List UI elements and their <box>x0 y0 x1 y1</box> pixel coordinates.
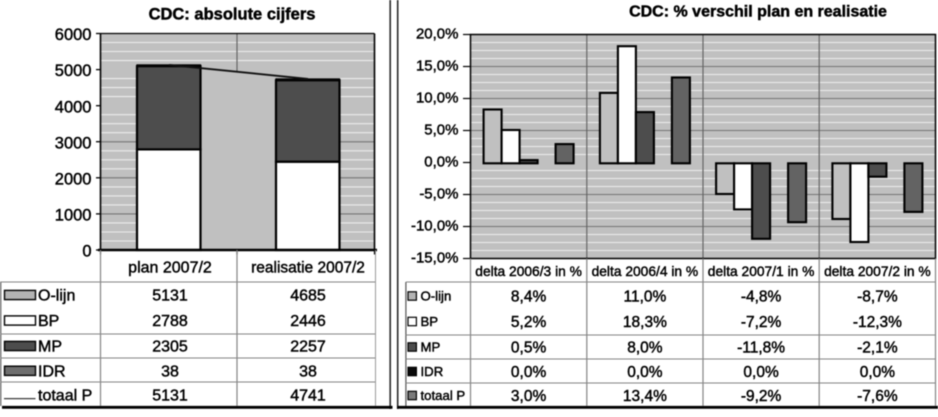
svg-text:MP: MP <box>421 340 441 355</box>
svg-text:O-lijn: O-lijn <box>38 288 75 305</box>
svg-text:-15,0%: -15,0% <box>411 249 459 266</box>
svg-text:plan 2007/2: plan 2007/2 <box>128 260 212 277</box>
svg-text:20,0%: 20,0% <box>416 25 459 42</box>
svg-text:8,0%: 8,0% <box>627 339 663 356</box>
svg-text:5,2%: 5,2% <box>511 314 547 331</box>
svg-text:BP: BP <box>421 314 439 329</box>
svg-text:5,0%: 5,0% <box>424 121 458 138</box>
svg-text:0,0%: 0,0% <box>743 364 779 381</box>
svg-text:4741: 4741 <box>290 387 326 404</box>
svg-text:0,5%: 0,5% <box>511 339 547 356</box>
svg-text:totaal P: totaal P <box>421 388 466 403</box>
svg-text:5000: 5000 <box>55 62 92 80</box>
svg-text:38: 38 <box>299 363 317 380</box>
svg-text:MP: MP <box>38 339 62 356</box>
svg-text:2000: 2000 <box>55 170 92 188</box>
svg-text:IDR: IDR <box>421 364 444 379</box>
svg-text:2446: 2446 <box>290 313 326 330</box>
svg-text:O-lijn: O-lijn <box>421 289 452 304</box>
svg-text:totaal P: totaal P <box>38 387 92 404</box>
svg-text:realisatie 2007/2: realisatie 2007/2 <box>251 260 365 277</box>
svg-text:-8,7%: -8,7% <box>857 288 898 305</box>
svg-text:CDC: % verschil plan en realis: CDC: % verschil plan en realisatie <box>629 4 887 21</box>
svg-text:0,0%: 0,0% <box>424 153 458 170</box>
svg-text:15,0%: 15,0% <box>416 57 459 74</box>
svg-text:delta 2006/4 in %: delta 2006/4 in % <box>592 264 699 279</box>
svg-text:BP: BP <box>38 313 59 330</box>
svg-text:4000: 4000 <box>55 98 92 116</box>
svg-text:13,4%: 13,4% <box>623 388 667 405</box>
svg-text:0: 0 <box>82 243 91 261</box>
svg-text:6000: 6000 <box>55 26 92 44</box>
svg-text:18,3%: 18,3% <box>623 314 667 331</box>
svg-text:1000: 1000 <box>55 207 92 225</box>
svg-text:5131: 5131 <box>152 288 188 305</box>
svg-text:IDR: IDR <box>38 363 66 380</box>
svg-text:8,4%: 8,4% <box>511 288 547 305</box>
svg-text:4685: 4685 <box>290 288 326 305</box>
svg-text:-11,8%: -11,8% <box>737 339 785 356</box>
svg-text:3000: 3000 <box>55 134 92 152</box>
svg-text:38: 38 <box>161 363 179 380</box>
svg-text:-7,6%: -7,6% <box>857 388 898 405</box>
svg-text:-10,0%: -10,0% <box>411 217 459 234</box>
svg-text:3,0%: 3,0% <box>511 388 547 405</box>
svg-text:10,0%: 10,0% <box>416 89 459 106</box>
svg-text:-9,2%: -9,2% <box>741 388 782 405</box>
svg-text:delta 2006/3 in %: delta 2006/3 in % <box>475 264 582 279</box>
svg-text:2257: 2257 <box>290 339 326 356</box>
svg-text:0,0%: 0,0% <box>511 364 547 381</box>
svg-text:delta 2007/2 in %: delta 2007/2 in % <box>824 264 931 279</box>
svg-text:-7,2%: -7,2% <box>741 314 782 331</box>
svg-text:0,0%: 0,0% <box>860 364 896 381</box>
svg-text:5131: 5131 <box>152 387 188 404</box>
svg-text:2788: 2788 <box>152 313 188 330</box>
svg-text:2305: 2305 <box>152 339 188 356</box>
svg-text:delta 2007/1 in %: delta 2007/1 in % <box>708 264 815 279</box>
svg-text:-12,3%: -12,3% <box>853 314 902 331</box>
svg-text:-4,8%: -4,8% <box>741 288 782 305</box>
svg-text:-2,1%: -2,1% <box>857 339 898 356</box>
svg-text:0,0%: 0,0% <box>627 364 663 381</box>
svg-text:CDC: absolute cijfers: CDC: absolute cijfers <box>149 6 316 24</box>
svg-text:-5,0%: -5,0% <box>419 185 458 202</box>
svg-text:11,0%: 11,0% <box>623 288 666 305</box>
